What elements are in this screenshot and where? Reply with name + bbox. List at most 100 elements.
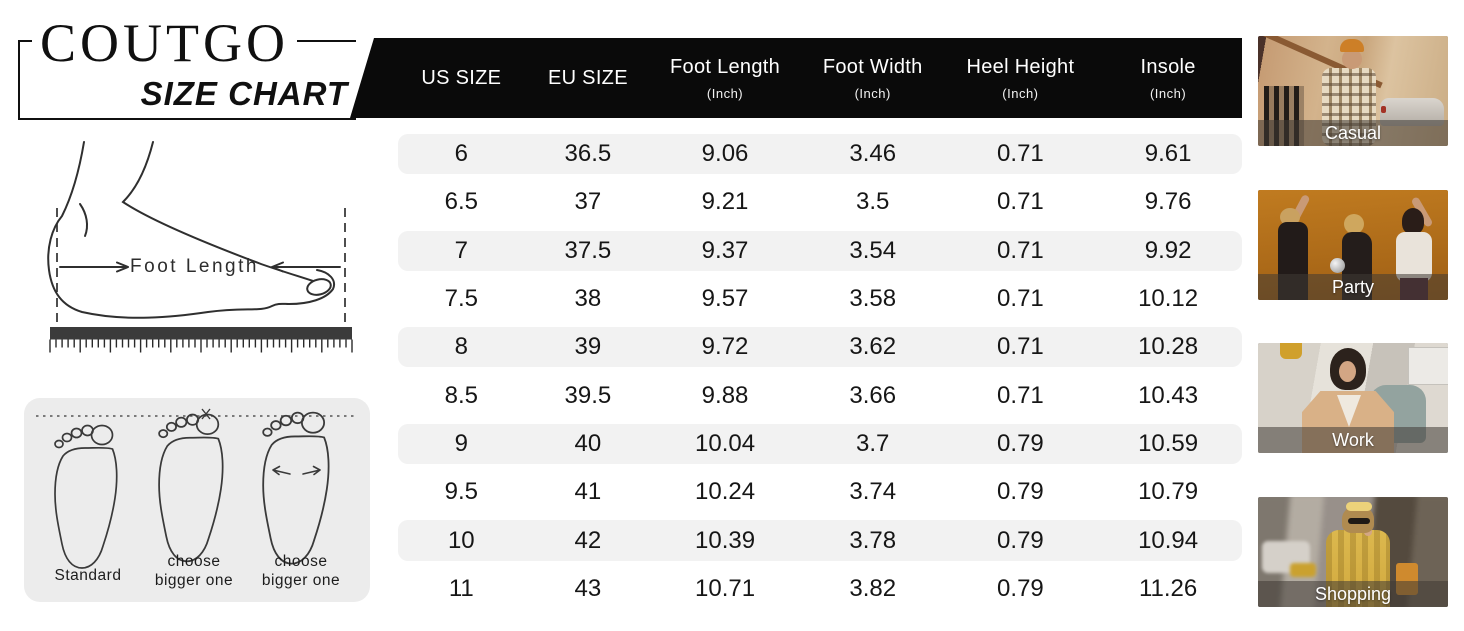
table-row: 11 43 10.71 3.82 0.79 11.26	[398, 565, 1242, 613]
table-header-columns: US SIZE EU SIZE Foot Length (Inch) Foot Widt…	[398, 38, 1242, 118]
table-cell: 41	[574, 478, 602, 506]
table-cell: 10.28	[1138, 333, 1199, 361]
headband-shape	[1346, 502, 1372, 511]
table-row: 8.5 39.5 9.88 3.66 0.71 10.43	[398, 371, 1242, 419]
table-cell: 3.66	[849, 381, 897, 409]
table-cell: 40	[574, 429, 602, 457]
foot-side-outline	[47, 141, 335, 319]
width-arrows	[272, 465, 321, 476]
table-cell: 9.21	[701, 188, 749, 216]
photo-label-band: Party	[1258, 274, 1448, 300]
table-cell: 10	[447, 526, 475, 554]
table-cell: 37.5	[564, 236, 612, 264]
ruler-ticks	[49, 339, 353, 353]
column-header: EU SIZE	[525, 38, 652, 118]
fit-option-standard-label: Standard	[54, 567, 122, 584]
table-cell: 3.58	[849, 285, 897, 313]
table-row: 6 36.5 9.06 3.46 0.71 9.61	[398, 130, 1242, 178]
table-cell: 8	[454, 333, 468, 361]
table-cell: 9.37	[701, 236, 749, 264]
table-cell: 9.61	[1144, 140, 1192, 168]
photo-label-band: Casual	[1258, 120, 1448, 146]
table-cell: 10.24	[695, 478, 756, 506]
table-cell: 10.94	[1138, 526, 1199, 554]
table-row: 9 40 10.04 3.7 0.79 10.59	[398, 420, 1242, 468]
dark-hair-shape	[1402, 208, 1424, 234]
orange-beanie-shape	[1340, 39, 1364, 52]
table-cell: 3.82	[849, 574, 897, 602]
photo-label-band: Shopping	[1258, 581, 1448, 607]
measurement-boundary-lines	[56, 208, 346, 328]
column-header-label: Heel Height	[966, 55, 1075, 78]
table-cell: 9.5	[444, 478, 478, 506]
category-label-party: Party	[1331, 276, 1374, 297]
table-cell: 3.62	[849, 333, 897, 361]
size-chart-title: SIZE CHART	[140, 75, 348, 112]
column-header-label: Foot Length	[670, 55, 781, 78]
category-photo-work: Work	[1258, 343, 1448, 453]
table-cell: 8.5	[444, 381, 478, 409]
table-cell: 6	[454, 140, 468, 168]
white-blazer-shape	[1396, 232, 1432, 282]
table-cell: 9	[454, 429, 468, 457]
table-cell: 42	[574, 526, 602, 554]
table-cell: 0.79	[997, 526, 1044, 554]
table-cell: 0.79	[997, 429, 1044, 457]
table-cell: 6.5	[444, 188, 478, 216]
table-cell: 39.5	[564, 381, 612, 409]
column-header-label: EU SIZE	[547, 66, 628, 89]
table-cell: 9.92	[1144, 236, 1192, 264]
table-cell: 9.72	[701, 333, 749, 361]
table-cell: 9.06	[701, 140, 749, 168]
fit-guide-panel	[24, 398, 370, 602]
table-cell: 11.26	[1138, 574, 1198, 602]
column-header-unit: (Inch)	[706, 85, 744, 101]
table-cell: 10.59	[1138, 429, 1199, 457]
table-cell: 39	[574, 333, 602, 361]
table-cell: 38	[574, 285, 602, 313]
column-header: Heel Height (Inch)	[947, 38, 1095, 118]
table-cell: 3.54	[849, 236, 897, 264]
column-header-label: Foot Width	[822, 55, 923, 78]
table-cell: 3.5	[856, 188, 890, 216]
ruler-bar	[50, 327, 352, 340]
category-photo-shopping: Shopping	[1258, 497, 1448, 607]
category-photo-party: Party	[1258, 190, 1448, 300]
car-taillight-shape	[1381, 106, 1386, 113]
woman-face-shape	[1342, 49, 1362, 69]
toe-over-line-mark	[201, 408, 211, 420]
table-cell: 10.43	[1138, 381, 1199, 409]
sunglasses-shape	[1348, 518, 1370, 524]
table-row: 6.5 37 9.21 3.5 0.71 9.76	[398, 178, 1242, 226]
column-header-label: US SIZE	[421, 66, 502, 89]
category-label-work: Work	[1332, 429, 1374, 450]
table-header-bar: US SIZE EU SIZE Foot Length (Inch) Foot Widt…	[350, 38, 1242, 118]
table-cell: 10.71	[695, 574, 756, 602]
disco-ball-shape	[1330, 258, 1345, 273]
table-cell: 0.71	[997, 140, 1044, 168]
table-cell: 10.79	[1138, 478, 1199, 506]
table-cell: 37	[574, 188, 602, 216]
table-cell: 10.39	[695, 526, 756, 554]
table-cell: 0.71	[997, 381, 1044, 409]
yellow-cup-shape	[1280, 343, 1302, 359]
table-cell: 0.71	[997, 236, 1044, 264]
blonde-hair-shape	[1280, 208, 1300, 226]
category-label-shopping: Shopping	[1314, 583, 1392, 604]
column-header-label: Insole	[1140, 55, 1196, 78]
photo-label-band: Work	[1258, 427, 1448, 453]
column-header-unit: (Inch)	[1149, 85, 1187, 101]
table-cell: 43	[574, 574, 602, 602]
column-header: Foot Length (Inch)	[651, 38, 799, 118]
category-label-casual: Casual	[1324, 122, 1382, 143]
table-row: 10 42 10.39 3.78 0.79 10.94	[398, 516, 1242, 564]
table-cell: 11	[448, 574, 474, 602]
table-cell: 7.5	[444, 285, 478, 313]
fit-option-bigger-label: choose bigger one	[154, 553, 234, 590]
table-cell: 7	[454, 236, 468, 264]
column-header-unit: (Inch)	[1002, 85, 1039, 101]
brand-name: COUTGO	[32, 16, 297, 70]
blonde-hair-shape-2	[1344, 214, 1364, 234]
brand-logo-box: COUTGO SIZE CHART	[18, 16, 356, 120]
